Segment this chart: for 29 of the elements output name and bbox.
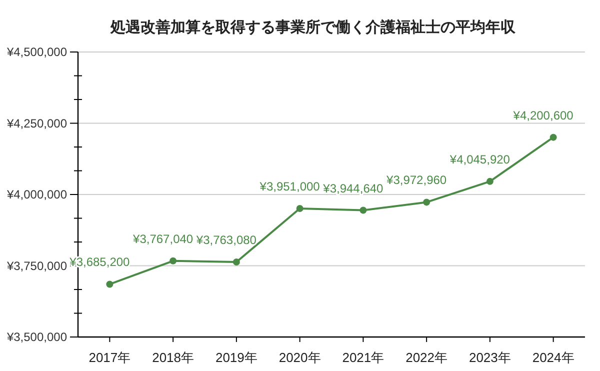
text: ¥3,951,000 bbox=[260, 179, 320, 194]
x-tick-label: 2017年 bbox=[88, 350, 131, 365]
text: ¥4,045,920 bbox=[450, 152, 510, 166]
y-tick-label: ¥4,250,000 bbox=[6, 116, 68, 130]
point bbox=[232, 258, 240, 266]
x-tick-label: 2020年 bbox=[278, 350, 321, 365]
point bbox=[106, 280, 114, 288]
y-tick-label: ¥4,500,000 bbox=[6, 45, 68, 59]
x-tick-label: 2018年 bbox=[152, 350, 194, 365]
x-tick-label: 2019年 bbox=[215, 350, 258, 365]
point bbox=[423, 198, 430, 206]
text: ¥4,200,600 bbox=[513, 108, 574, 122]
x-tick-label: 2023年 bbox=[468, 350, 511, 365]
y-tick-label: ¥3,750,000 bbox=[6, 258, 68, 273]
text: ¥3,944,640 bbox=[323, 181, 384, 196]
point bbox=[486, 178, 494, 185]
x-tick-label: 2022年 bbox=[406, 350, 448, 365]
text: ¥3,767,040 bbox=[133, 232, 194, 246]
point bbox=[550, 134, 557, 141]
text: ¥3,972,960 bbox=[386, 173, 447, 188]
y-tick-label: ¥4,000,000 bbox=[6, 188, 68, 202]
x-tick-label: 2021年 bbox=[342, 350, 384, 365]
point bbox=[170, 257, 177, 264]
point bbox=[296, 204, 304, 212]
text: ¥3,763,080 bbox=[196, 233, 256, 248]
x-tick-label: 2024年 bbox=[532, 350, 574, 365]
chart-title: 処遇改善加算を取得する事業所で働く介護福祉士の平均年収 bbox=[110, 18, 516, 36]
y-tick-label: ¥3,500,000 bbox=[6, 330, 68, 344]
point bbox=[360, 206, 367, 214]
